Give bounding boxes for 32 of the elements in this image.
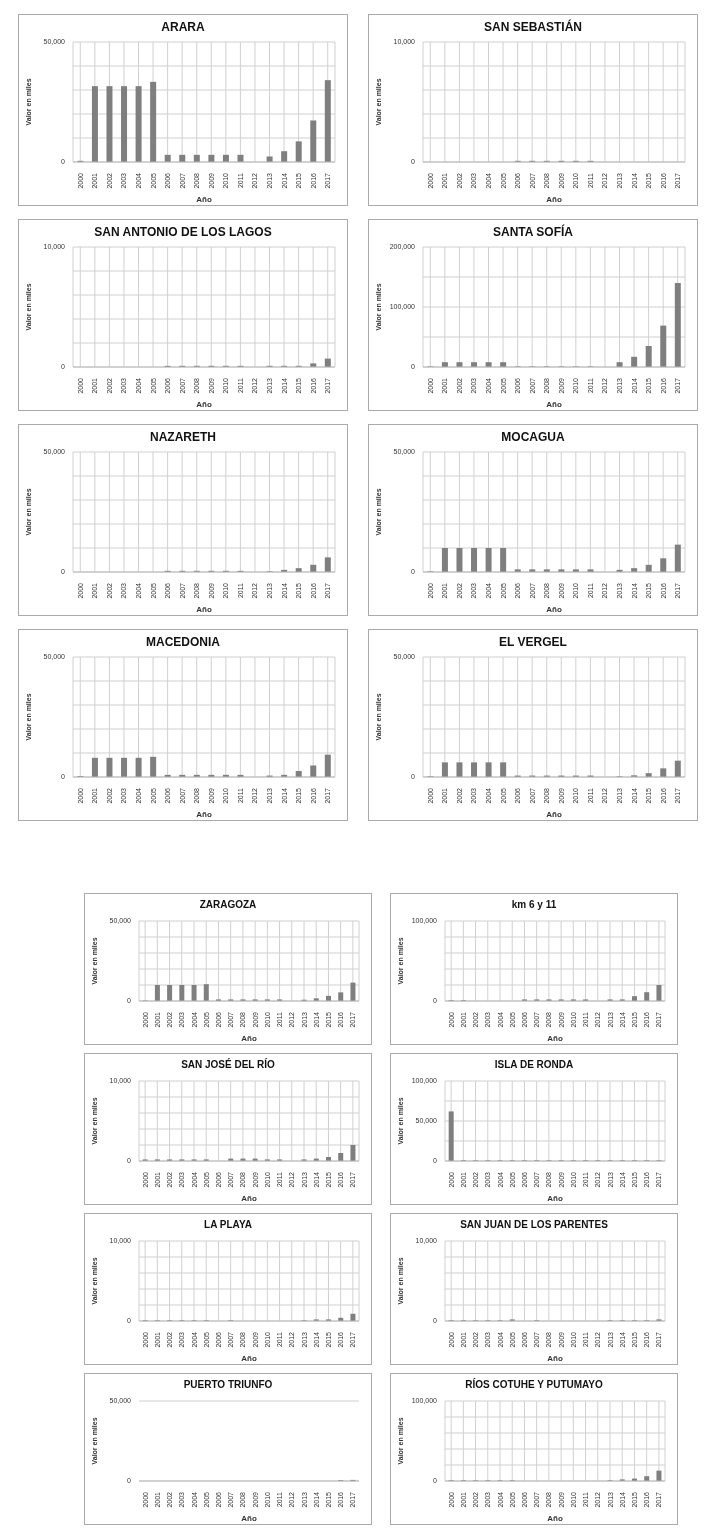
x-axis-title: Año: [196, 810, 212, 819]
x-axis-title: Año: [241, 1354, 257, 1363]
chart-title: ISLA DE RONDA: [493, 1059, 575, 1072]
chart-title: SAN ANTONIO DE LOS LAGOS: [93, 225, 273, 241]
x-axis-title: Año: [196, 400, 212, 409]
chart-title: SAN JUAN DE LOS PARENTES: [459, 1219, 609, 1232]
chart-title: RÍOS COTUHE Y PUTUMAYO: [464, 1379, 604, 1392]
x-axis-title: Año: [546, 400, 562, 409]
chart-title: SAN JOSÉ DEL RÍO: [180, 1059, 276, 1072]
chart-title: LA PLAYA: [203, 1219, 253, 1232]
x-axis-title: Año: [547, 1034, 563, 1043]
x-axis-title: Año: [241, 1514, 257, 1523]
x-axis-title: Año: [547, 1514, 563, 1523]
chart-title: PUERTO TRIUNFO: [182, 1379, 274, 1392]
x-axis-title: Año: [196, 195, 212, 204]
chart-title: MOCAGUA: [500, 430, 566, 446]
chart-title: MACEDONIA: [145, 635, 221, 651]
x-axis-title: Año: [241, 1034, 257, 1043]
x-axis-title: Año: [546, 605, 562, 614]
x-axis-title: Año: [196, 605, 212, 614]
chart-title: SANTA SOFÍA: [492, 225, 574, 241]
chart-title: km 6 y 11: [510, 899, 558, 912]
x-axis-title: Año: [547, 1354, 563, 1363]
x-axis-title: Año: [546, 810, 562, 819]
chart-title: ZARAGOZA: [198, 899, 258, 912]
chart-title: EL VERGEL: [498, 635, 568, 651]
chart-title: SAN SEBASTIÁN: [483, 20, 583, 36]
chart-title: NAZARETH: [149, 430, 217, 446]
chart-title: ARARA: [160, 20, 206, 36]
x-axis-title: Año: [546, 195, 562, 204]
x-axis-title: Año: [547, 1194, 563, 1203]
x-axis-title: Año: [241, 1194, 257, 1203]
